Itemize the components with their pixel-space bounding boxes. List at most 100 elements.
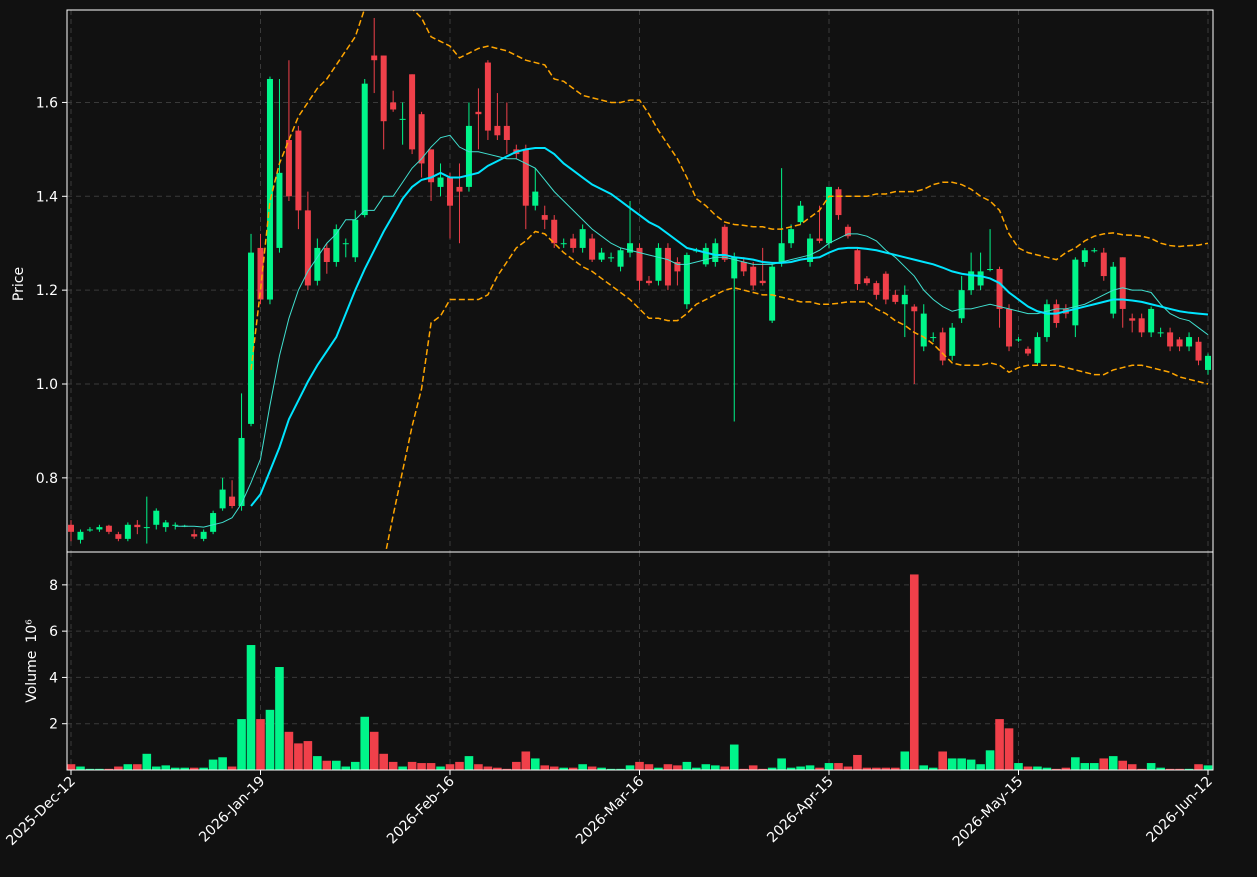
candle-body [1081, 250, 1088, 262]
volume-bar [530, 758, 540, 770]
candle-body [636, 247, 643, 281]
volume-bar [303, 741, 313, 770]
candle-body [958, 290, 965, 319]
volume-bar [85, 768, 95, 770]
y-tick-label: 1.6 [36, 95, 58, 111]
y-tick-label: 6 [49, 624, 58, 640]
candle-body [1148, 308, 1155, 333]
candle-body [645, 280, 652, 284]
volume-bar [341, 766, 351, 770]
volume-bar [1014, 763, 1023, 770]
volume-bar [322, 760, 332, 770]
volume-bar [67, 764, 76, 770]
y-axis-label: Price [11, 267, 27, 301]
volume-bar [284, 731, 294, 770]
y-tick-label: 1.2 [36, 283, 58, 299]
volume-bar [957, 758, 966, 770]
candle-body [134, 524, 141, 528]
volume-bar [928, 767, 938, 770]
candle-body [664, 247, 671, 286]
volume-bar [995, 719, 1004, 770]
y-axis-label: Volume 10⁶ [24, 619, 40, 703]
volume-bar [275, 667, 284, 770]
volume-bar [123, 764, 133, 770]
y-tick-label: 8 [49, 578, 58, 594]
candle-body [987, 269, 994, 271]
candle-body [333, 229, 340, 262]
candle-body [901, 294, 908, 305]
candle-body [996, 269, 1003, 309]
candle-body [143, 527, 150, 529]
candle-body [674, 261, 681, 272]
volume-bar [455, 761, 464, 770]
candle-body [304, 210, 311, 286]
candle-body [589, 238, 596, 260]
volume-bar [1033, 766, 1042, 770]
volume-bar [720, 766, 730, 770]
candle-body [844, 226, 851, 237]
volume-bar [748, 765, 758, 770]
volume-bar [95, 768, 104, 770]
volume-bar [493, 767, 502, 770]
volume-bar [767, 767, 777, 770]
volume-bar [606, 768, 616, 770]
candle-body [115, 534, 122, 539]
volume-bar [739, 768, 749, 770]
candle-body [1129, 318, 1136, 321]
volume-bar [1080, 763, 1090, 770]
volume-bar [246, 645, 256, 770]
volume-bar [313, 756, 322, 770]
candle-body [266, 78, 273, 300]
candle-body [342, 243, 349, 245]
volume-bar [1203, 765, 1213, 770]
candle-body [1024, 348, 1031, 354]
candle-body [257, 247, 264, 300]
volume-bar [692, 767, 701, 770]
volume-bar [1137, 768, 1146, 770]
plot-area [67, 10, 1213, 552]
candle-body [390, 102, 397, 110]
y-tick-label: 4 [49, 670, 58, 686]
volume-bar [265, 709, 275, 770]
volume-bar [862, 767, 872, 770]
volume-bar [180, 767, 189, 770]
volume-bar [1165, 768, 1175, 770]
candle-body [456, 186, 463, 192]
volume-bar [1108, 756, 1118, 770]
candle-body [219, 489, 226, 509]
candle-body [532, 191, 539, 206]
volume-bar [872, 767, 881, 770]
candle-body [229, 496, 236, 507]
volume-bar [644, 764, 654, 770]
volume-bar [512, 761, 521, 770]
y-axis-label-text: Volume [24, 651, 40, 703]
candle-body [352, 219, 359, 258]
volume-bar [796, 766, 805, 770]
volume-bar [701, 764, 711, 770]
candle-body [484, 62, 491, 131]
candle-body [285, 139, 292, 197]
candle-body [1034, 337, 1041, 363]
y-tick-label: 1.4 [36, 189, 58, 205]
volume-bar [426, 763, 436, 770]
candle-body [1100, 252, 1107, 277]
candle-body [816, 238, 823, 241]
plot-area [67, 552, 1213, 770]
volume-bar [256, 719, 265, 770]
volume-bar [777, 758, 786, 770]
candle-body [1091, 250, 1098, 252]
volume-bar [1127, 764, 1137, 770]
volume-bar [663, 764, 673, 770]
candle-body [494, 125, 501, 136]
volume-bar [711, 765, 720, 770]
volume-bar [654, 767, 663, 770]
candle-body [551, 219, 558, 244]
y-tick-label: 1.0 [36, 377, 58, 393]
volume-bar [966, 759, 976, 770]
candle-body [854, 250, 861, 285]
candle-body [191, 534, 198, 537]
volume-bar [559, 767, 568, 770]
volume-bar [151, 766, 161, 770]
